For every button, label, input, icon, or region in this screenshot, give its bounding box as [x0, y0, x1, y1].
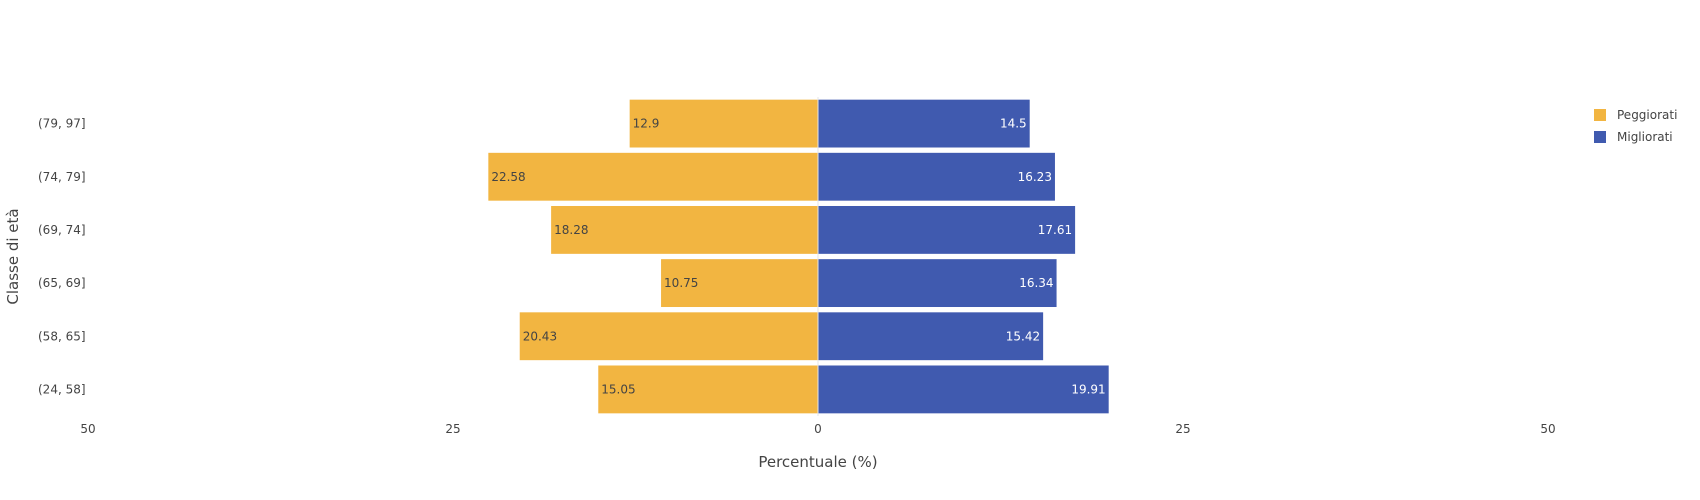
legend-label-peggiorati[interactable]: Peggiorati — [1617, 108, 1677, 122]
y-axis-tick-labels: (79, 97] (74, 79] (69, 74] (65, 69] (58, 65]… — [38, 117, 86, 397]
legend[interactable]: Peggiorati Migliorati — [1594, 108, 1677, 144]
bar-peggiorati-4[interactable] — [519, 312, 818, 361]
x-tick-label-0: 50 — [80, 422, 95, 436]
bar-migliorati-3[interactable] — [818, 259, 1057, 308]
category-label-1: (74, 79] — [38, 170, 86, 184]
bar-migliorati-4[interactable] — [818, 312, 1044, 361]
data-label-peggiorati-5: 15.05 — [601, 382, 635, 396]
bar-migliorati-0[interactable] — [818, 99, 1030, 148]
bar-migliorati-1[interactable] — [818, 152, 1055, 201]
category-label-2: (69, 74] — [38, 223, 86, 237]
legend-swatch-peggiorati[interactable] — [1594, 109, 1606, 121]
bars-layer — [488, 99, 1109, 414]
bar-labels-layer: 12.9 14.5 22.58 16.23 18.28 17.61 10.75 16.34 20… — [491, 117, 1105, 397]
bar-peggiorati-0[interactable] — [629, 99, 818, 148]
category-label-5: (24, 58] — [38, 382, 86, 396]
data-label-migliorati-0: 14.5 — [1000, 117, 1027, 131]
data-label-peggiorati-4: 20.43 — [523, 329, 557, 343]
data-label-migliorati-3: 16.34 — [1019, 276, 1053, 290]
x-tick-label-2: 0 — [814, 422, 822, 436]
data-label-peggiorati-1: 22.58 — [491, 170, 525, 184]
x-axis-tick-labels: 50 25 0 25 50 — [80, 422, 1555, 436]
data-label-migliorati-4: 15.42 — [1006, 329, 1040, 343]
bar-peggiorati-1[interactable] — [488, 152, 818, 201]
data-label-migliorati-5: 19.91 — [1071, 382, 1105, 396]
legend-label-migliorati[interactable]: Migliorati — [1617, 130, 1673, 144]
category-label-0: (79, 97] — [38, 117, 86, 131]
legend-swatch-migliorati[interactable] — [1594, 131, 1606, 143]
bar-peggiorati-5[interactable] — [598, 365, 818, 414]
bar-migliorati-2[interactable] — [818, 205, 1076, 254]
data-label-migliorati-2: 17.61 — [1038, 223, 1072, 237]
y-axis-title: Classe di età — [4, 208, 22, 304]
data-label-peggiorati-0: 12.9 — [633, 117, 660, 131]
category-label-4: (58, 65] — [38, 329, 86, 343]
x-tick-label-1: 25 — [445, 422, 460, 436]
x-tick-label-3: 25 — [1175, 422, 1190, 436]
x-tick-label-4: 50 — [1540, 422, 1555, 436]
bar-peggiorati-2[interactable] — [551, 205, 818, 254]
data-label-peggiorati-2: 18.28 — [554, 223, 588, 237]
data-label-peggiorati-3: 10.75 — [664, 276, 698, 290]
data-label-migliorati-1: 16.23 — [1018, 170, 1052, 184]
bar-migliorati-5[interactable] — [818, 365, 1109, 414]
category-label-3: (65, 69] — [38, 276, 86, 290]
bar-peggiorati-3[interactable] — [661, 259, 818, 308]
x-axis-title: Percentuale (%) — [758, 453, 877, 471]
